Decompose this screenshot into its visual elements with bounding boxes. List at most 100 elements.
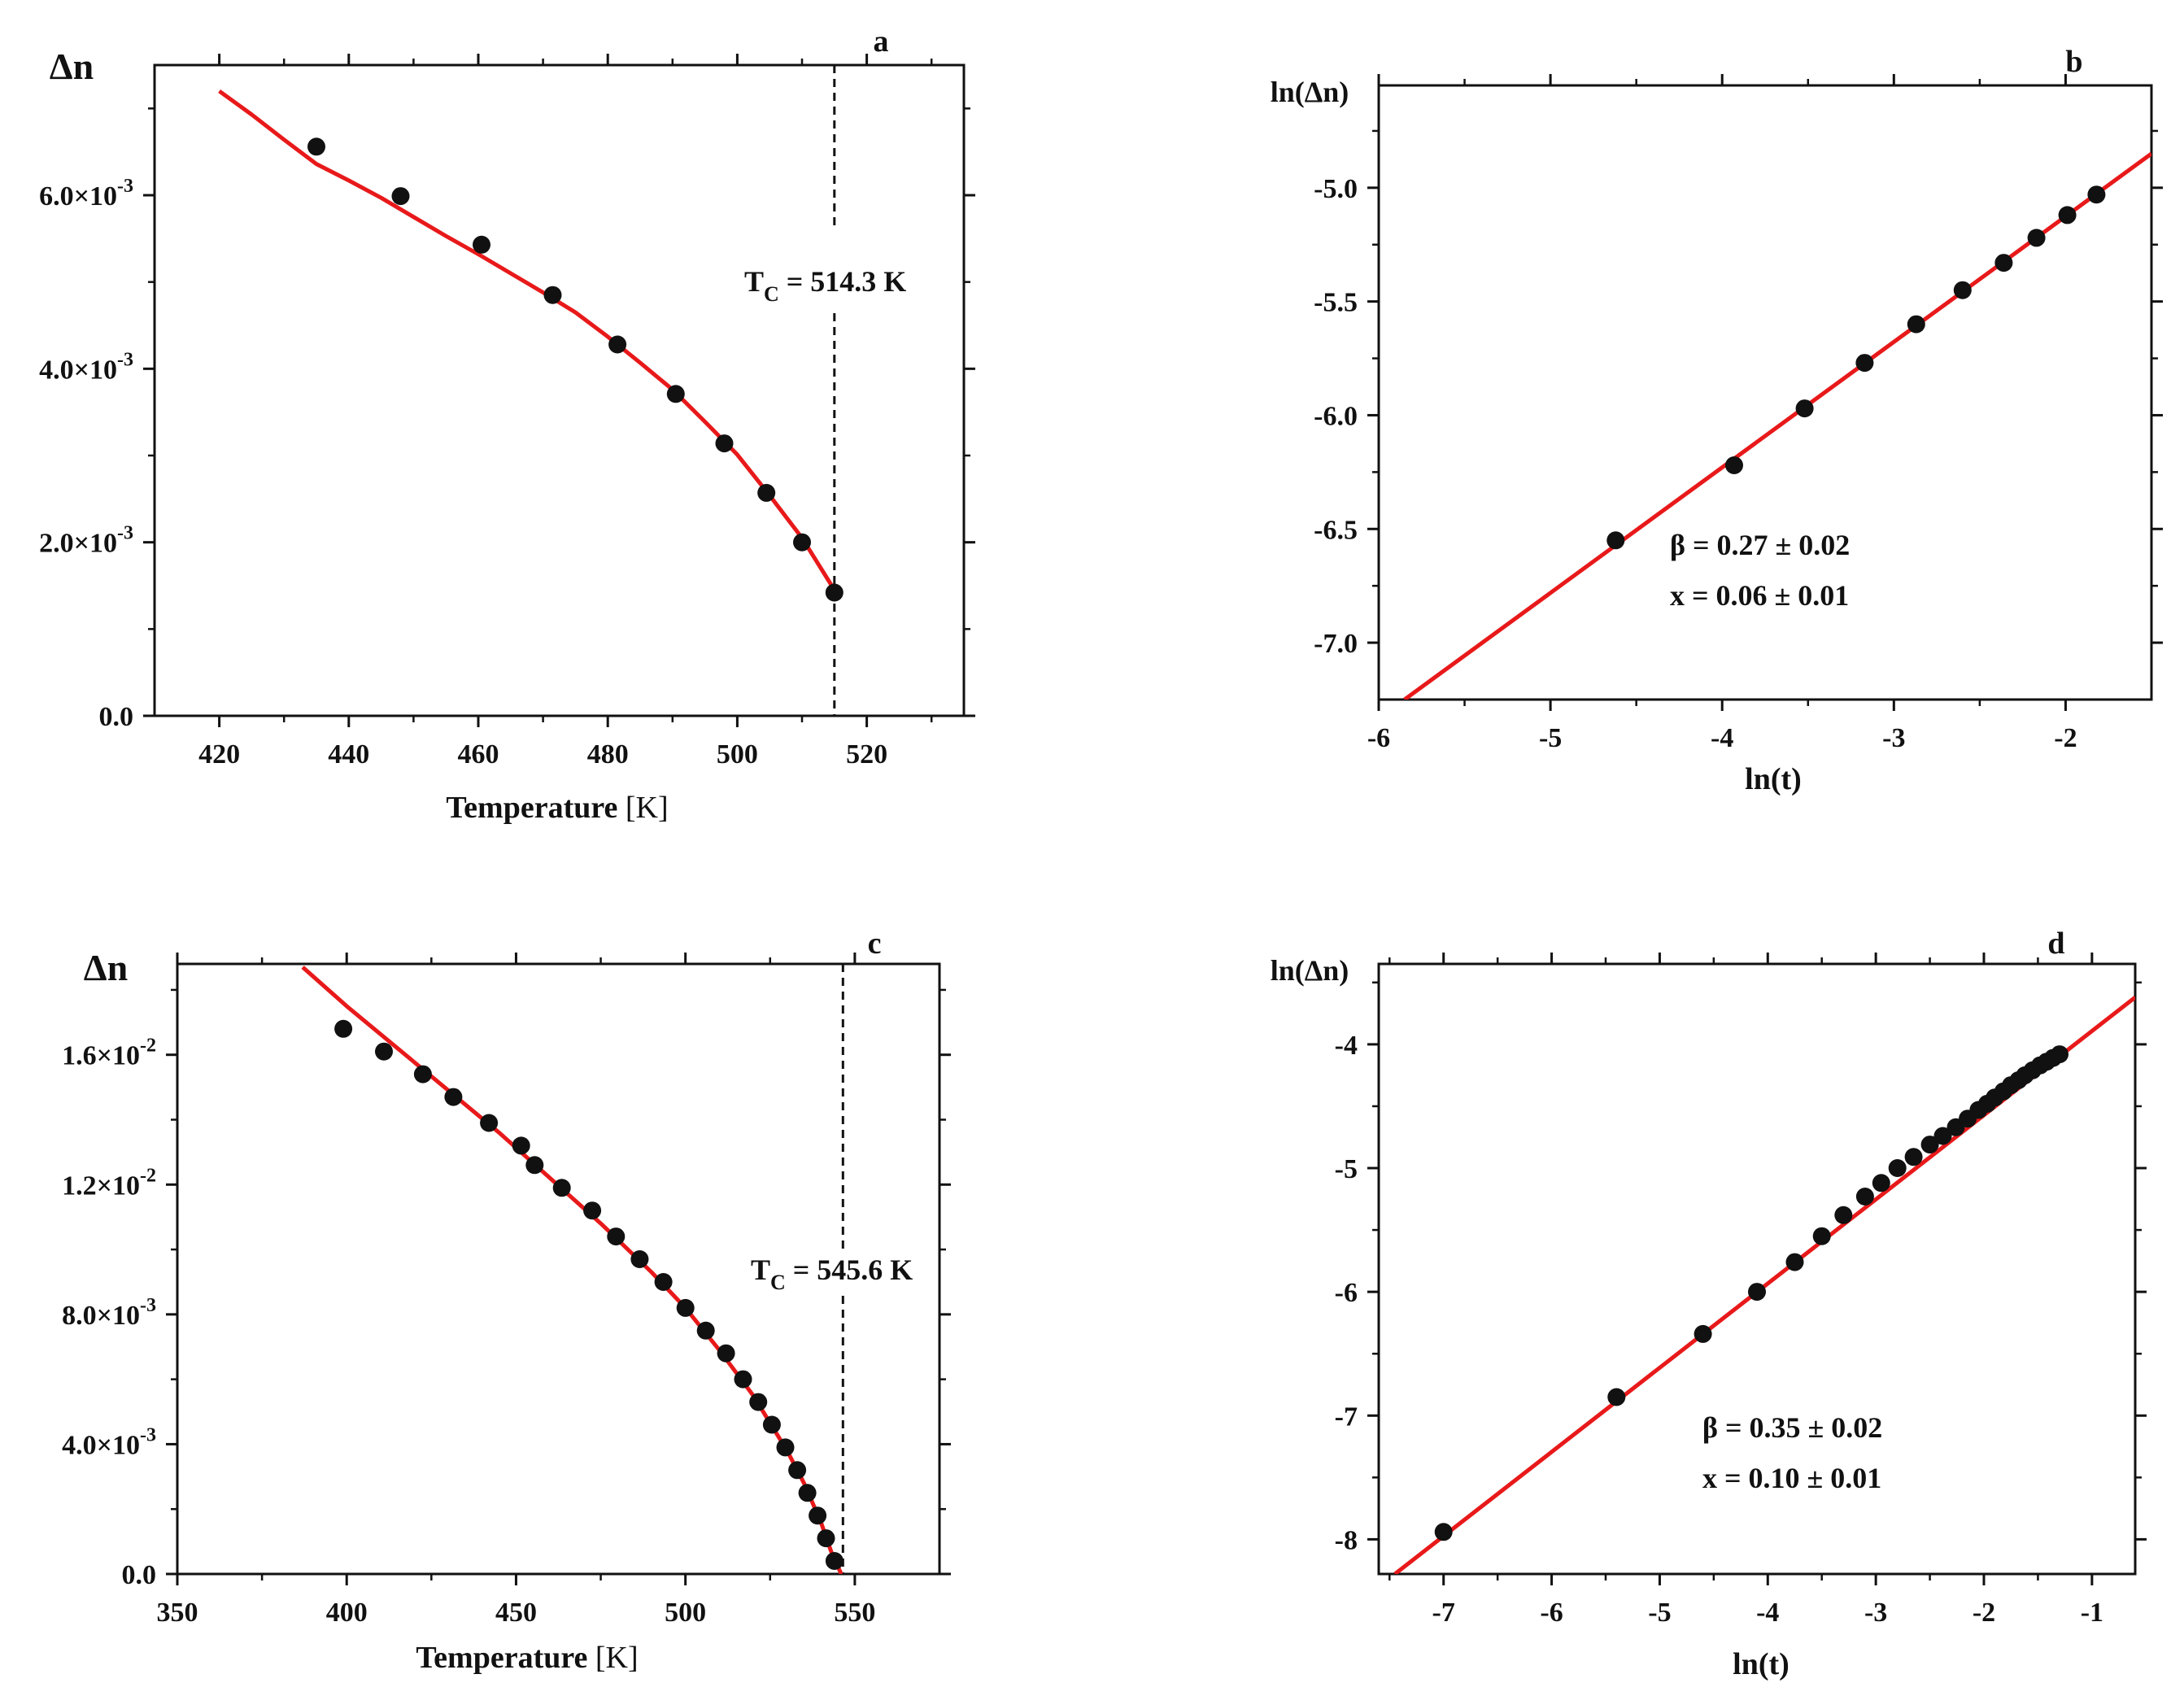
y-tick-mantissa: 0.0 [99,702,134,732]
y-tick-mantissa: 2.0×10 [39,529,117,559]
data-point [809,1506,827,1525]
fit-annotation: x = 0.06 ± 0.01 [1670,579,1849,612]
fit-annotation: β = 0.27 ± 0.02 [1670,529,1850,561]
tc-label-backing [741,264,910,307]
data-point [1812,1227,1831,1245]
tc-subscript: C [764,282,779,306]
x-tick-label: -6 [1367,723,1390,753]
data-point [654,1273,673,1291]
x-tick-label: -4 [1711,723,1733,753]
y-tick-mantissa: 4.0×10 [39,355,117,385]
y-tick-mantissa: -8 [1335,1525,1358,1555]
data-point [776,1438,795,1457]
y-tick-label: -6.5 [1314,515,1358,545]
x-axis-title-main: Temperature [416,1641,587,1675]
y-tick-label: 0.0 [99,702,134,732]
y-tick-mantissa: -7.0 [1314,629,1358,659]
data-point [525,1156,544,1175]
y-tick-mantissa: -4 [1335,1031,1358,1061]
x-tick-label: -7 [1432,1598,1455,1628]
data-point [1434,1523,1453,1541]
y-tick-label: -5 [1335,1154,1358,1184]
data-point [1888,1159,1907,1177]
y-tick-label: -5.0 [1314,174,1358,204]
y-tick-exponent: -2 [140,1165,156,1186]
fit-annotation: x = 0.10 ± 0.01 [1702,1462,1881,1494]
data-point [1872,1174,1890,1192]
data-point [696,1321,715,1340]
x-tick-label: 400 [326,1598,368,1628]
data-point [1834,1206,1853,1224]
data-point [1606,531,1625,550]
x-axis-title-main: Temperature [446,791,617,825]
x-axis-title: Temperature [K] [446,791,668,825]
x-tick-label: 350 [157,1598,198,1628]
y-tick-exponent: -3 [140,1424,156,1445]
panel-label: d [2047,926,2064,961]
x-tick-label: -2 [1973,1598,1995,1628]
x-axis-title: Temperature [K] [416,1641,638,1675]
x-tick-label: -3 [1864,1598,1887,1628]
y-tick-label: -8 [1335,1525,1358,1555]
data-point [473,235,490,254]
data-point [762,1415,781,1434]
data-point [1953,281,1972,299]
x-tick-label: -1 [2081,1598,2103,1628]
data-point [2051,1045,2068,1064]
data-point [480,1114,499,1132]
fit-line [1403,151,2151,700]
data-point [825,583,844,602]
data-point [798,1484,817,1502]
y-tick-mantissa: 8.0×10 [62,1301,140,1331]
data-point [1785,1253,1804,1271]
y-tick-label: -4 [1335,1031,1358,1061]
y-tick-label: -6.0 [1314,401,1358,431]
data-point [512,1136,530,1155]
data-point [749,1393,768,1411]
y-tick-mantissa: 6.0×10 [39,181,117,211]
x-tick-label: -6 [1540,1598,1563,1628]
panel-d: -7 -6 -5 -4 -3 -2 -1 -8 -7 -6 -5 -4 d ln(Δn) ln(t) β = … [1271,926,2147,1681]
y-tick-label: 6.0×10-3 [39,176,133,211]
tc-value: = 545.6 K [786,1253,913,1286]
data-point [1795,399,1814,418]
data-point [1855,1188,1874,1206]
y-tick-label: 1.2×10-2 [62,1165,156,1201]
data-point [825,1552,844,1570]
data-point [375,1042,393,1061]
y-tick-mantissa: -6 [1335,1278,1358,1308]
x-tick-label: 450 [495,1598,537,1628]
y-tick-exponent: -3 [117,523,133,544]
y-axis-title: ln(Δn) [1271,954,1349,987]
y-axis-title: ln(Δn) [1271,76,1349,108]
y-tick-label: 1.6×10-2 [62,1035,156,1071]
data-point [1907,315,1925,334]
panel-label: b [2065,45,2082,79]
plot-frame [153,63,966,717]
fit-annotation: β = 0.35 ± 0.02 [1702,1411,1882,1444]
x-axis-unit: [K] [617,791,668,825]
data-point [793,533,811,552]
plot-frame [1377,84,2153,701]
x-tick-label: 440 [328,739,369,770]
data-point [734,1370,752,1389]
data-point [817,1529,835,1548]
tc-symbol: T [751,1253,770,1286]
y-tick-label: -6 [1335,1278,1358,1308]
y-tick-mantissa: 0.0 [122,1560,157,1590]
tc-annotation: TC = 545.6 K [751,1253,913,1294]
data-point [1748,1283,1766,1301]
y-tick-mantissa: -5.5 [1314,288,1358,318]
x-tick-label: -3 [1882,723,1905,753]
data-point [2087,185,2106,204]
data-point [1933,1127,1952,1145]
x-tick-label: 550 [834,1598,875,1628]
tc-value: = 514.3 K [779,265,907,298]
tc-symbol: T [744,265,764,298]
plot-frame [1377,962,2137,1576]
y-tick-label: 4.0×10-3 [39,349,133,385]
y-tick-mantissa: 1.2×10 [62,1171,140,1201]
data-point [757,483,776,502]
data-point [334,1019,353,1038]
